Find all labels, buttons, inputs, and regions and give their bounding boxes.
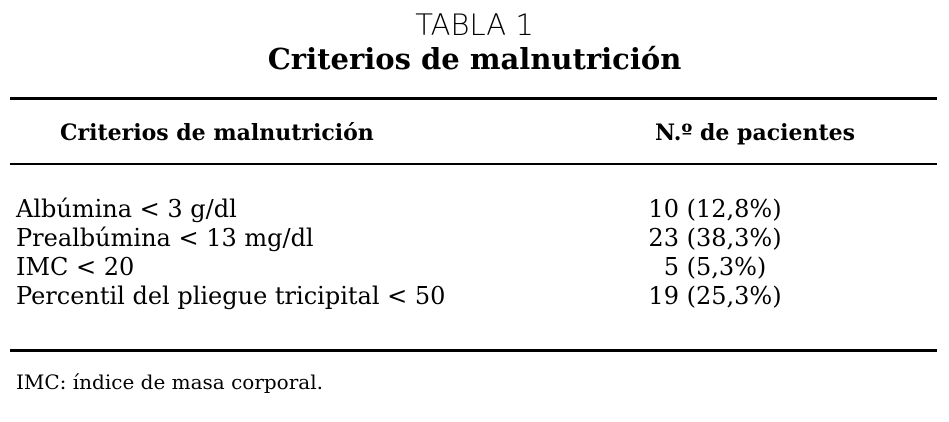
header-patients: N.º de pacientes	[655, 120, 855, 146]
row-criterion: Prealbúmina < 13 mg/dl	[16, 224, 314, 252]
row-criterion: Albúmina < 3 g/dl	[16, 195, 237, 223]
footnote: IMC: índice de masa corporal.	[16, 370, 323, 394]
row-criterion: Percentil del pliegue tricipital < 50	[16, 282, 446, 310]
header-criteria: Criterios de malnutrición	[60, 120, 374, 146]
table-title: Criterios de malnutrición	[267, 42, 682, 76]
top-rule	[10, 97, 937, 100]
table-number: TABLA 1	[415, 8, 534, 42]
row-value: 19 (25,3%)	[648, 282, 782, 310]
row-value: 5 (5,3%)	[663, 253, 767, 281]
header-rule	[10, 163, 937, 165]
bottom-rule	[10, 349, 937, 352]
row-value: 10 (12,8%)	[648, 195, 782, 223]
row-criterion: IMC < 20	[16, 253, 135, 281]
row-value: 23 (38,3%)	[648, 224, 782, 252]
